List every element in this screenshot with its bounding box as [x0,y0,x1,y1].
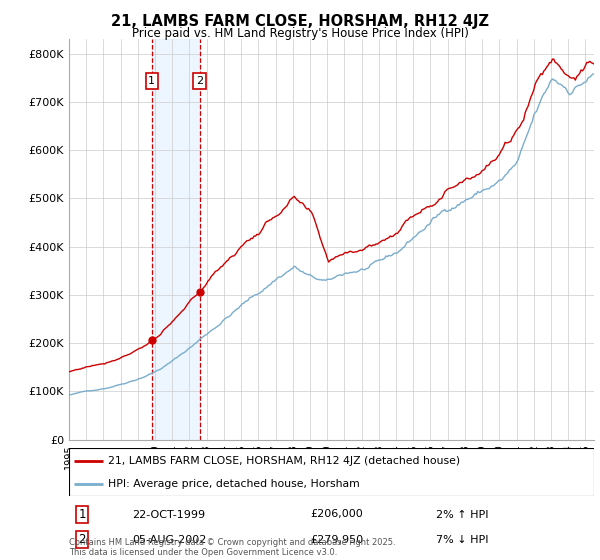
Text: 7% ↓ HPI: 7% ↓ HPI [437,534,489,544]
Text: Price paid vs. HM Land Registry's House Price Index (HPI): Price paid vs. HM Land Registry's House … [131,27,469,40]
Text: 2: 2 [79,533,86,546]
Text: £279,950: £279,950 [311,534,364,544]
Text: Contains HM Land Registry data © Crown copyright and database right 2025.
This d: Contains HM Land Registry data © Crown c… [69,538,395,557]
Text: 1: 1 [148,76,155,86]
Text: 2: 2 [196,76,203,86]
Text: 22-OCT-1999: 22-OCT-1999 [132,510,205,520]
Text: 21, LAMBS FARM CLOSE, HORSHAM, RH12 4JZ: 21, LAMBS FARM CLOSE, HORSHAM, RH12 4JZ [111,14,489,29]
Text: 21, LAMBS FARM CLOSE, HORSHAM, RH12 4JZ (detached house): 21, LAMBS FARM CLOSE, HORSHAM, RH12 4JZ … [109,456,461,466]
Text: 2% ↑ HPI: 2% ↑ HPI [437,510,489,520]
Text: 1: 1 [79,508,86,521]
Text: £206,000: £206,000 [311,510,363,520]
Text: 05-AUG-2002: 05-AUG-2002 [132,534,206,544]
Bar [152,39,200,440]
Text: HPI: Average price, detached house, Horsham: HPI: Average price, detached house, Hors… [109,479,360,489]
